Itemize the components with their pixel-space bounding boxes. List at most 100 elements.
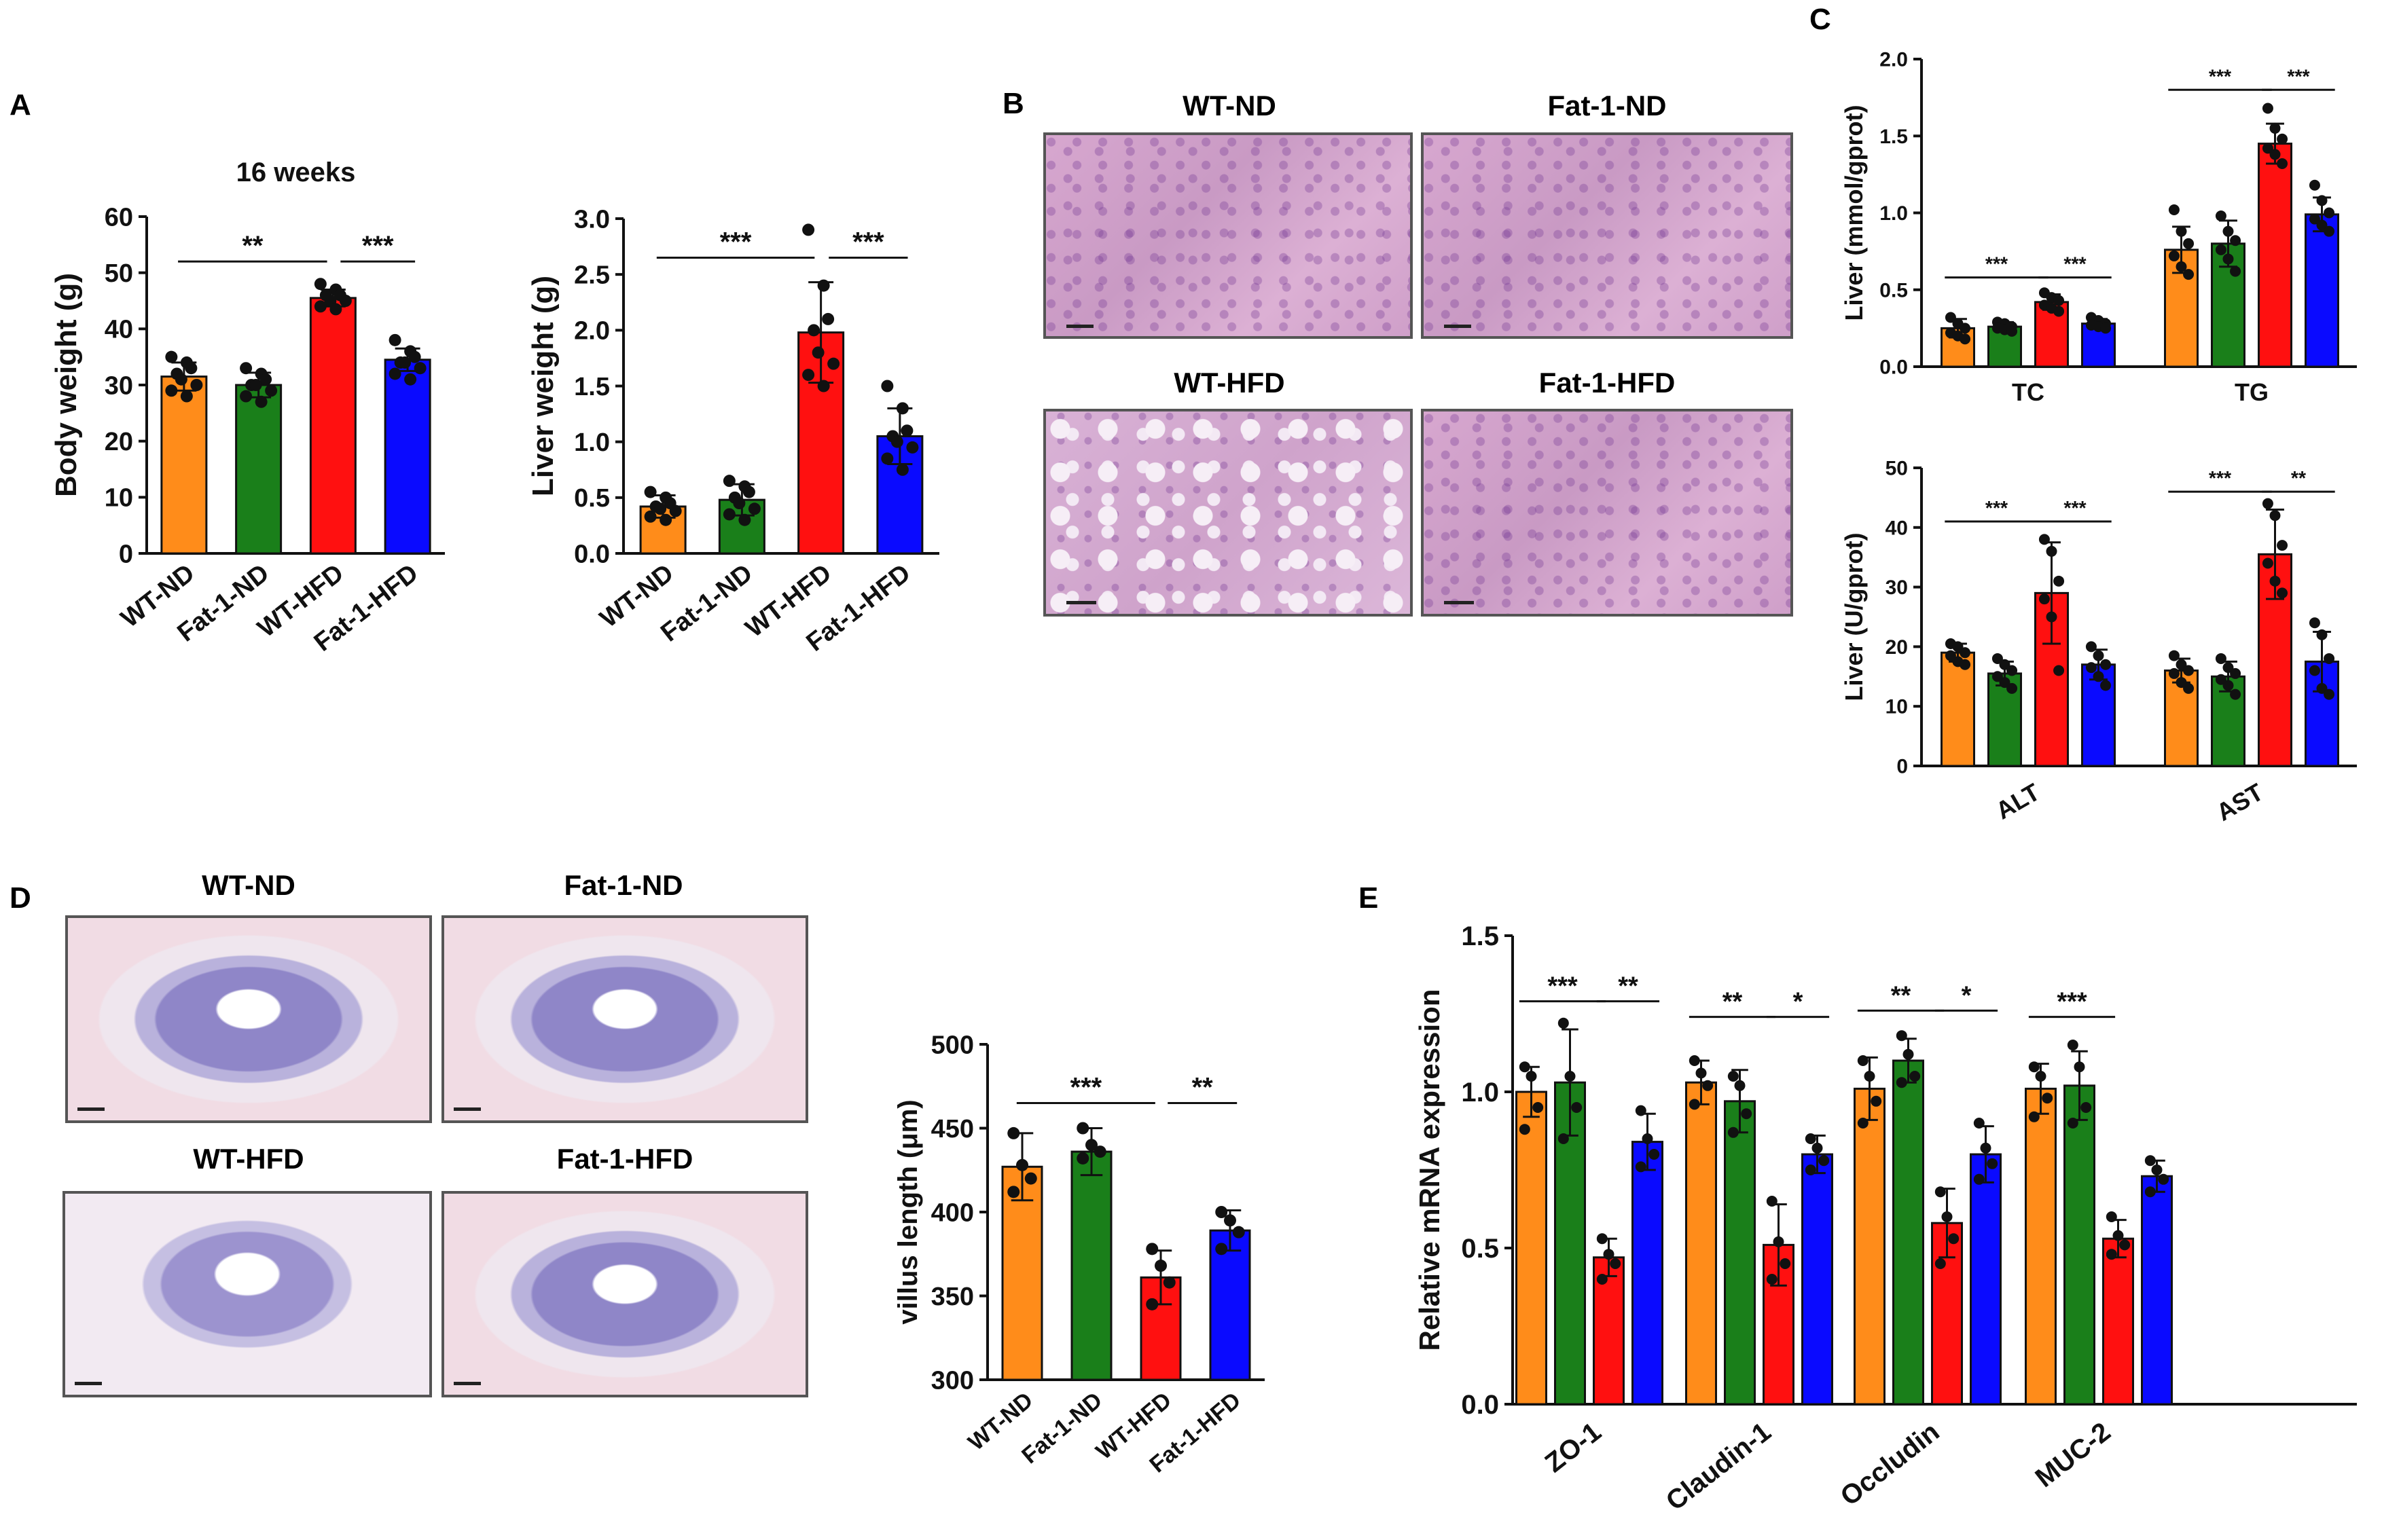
data-point bbox=[2035, 1071, 2046, 1082]
data-point bbox=[2100, 323, 2112, 334]
data-point bbox=[1952, 641, 1964, 653]
panel-letter-e: E bbox=[1358, 881, 1379, 915]
data-point bbox=[654, 502, 667, 515]
significance-label: *** bbox=[1985, 498, 2008, 519]
data-point bbox=[2309, 665, 2320, 676]
histology-label-fat1-hfd: Fat-1-HFD bbox=[1538, 367, 1676, 399]
y-tick-label: 40 bbox=[1885, 517, 1908, 539]
data-point bbox=[2316, 219, 2328, 231]
data-point bbox=[1215, 1206, 1228, 1218]
y-tick-label: 400 bbox=[931, 1198, 974, 1227]
data-point bbox=[1727, 1126, 1739, 1138]
y-tick-label: 2.0 bbox=[574, 317, 610, 346]
scale-bar bbox=[75, 1382, 102, 1385]
x-tick-label: ALT bbox=[1991, 777, 2044, 824]
y-tick-label: 1.0 bbox=[574, 428, 610, 457]
data-point bbox=[1857, 1118, 1869, 1129]
data-point bbox=[1960, 323, 1971, 334]
bar bbox=[235, 384, 283, 555]
data-point bbox=[2053, 665, 2065, 676]
data-point bbox=[2168, 650, 2180, 661]
data-point bbox=[2324, 689, 2335, 700]
data-point bbox=[2067, 1118, 2078, 1129]
y-tick-label: 1.0 bbox=[1879, 202, 1908, 225]
data-point bbox=[2085, 641, 2097, 653]
bar bbox=[1854, 1087, 1885, 1406]
data-point bbox=[2222, 662, 2234, 674]
x-tick-label: TG bbox=[2235, 378, 2269, 406]
data-point bbox=[1610, 1258, 1621, 1269]
data-point bbox=[190, 379, 203, 391]
data-point bbox=[2028, 1061, 2040, 1073]
data-point bbox=[1557, 1017, 1569, 1029]
data-point bbox=[742, 485, 755, 498]
data-point bbox=[812, 346, 825, 359]
x-tick-label: AST bbox=[2212, 777, 2268, 826]
data-point bbox=[2222, 253, 2234, 265]
data-point bbox=[723, 508, 736, 521]
data-point bbox=[896, 402, 909, 415]
data-point bbox=[1902, 1048, 1914, 1060]
significance-label: *** bbox=[720, 227, 752, 257]
x-tick-label: MUC-2 bbox=[2030, 1416, 2116, 1493]
data-point bbox=[165, 384, 178, 397]
data-point bbox=[2316, 195, 2328, 206]
data-point bbox=[896, 463, 909, 476]
data-point bbox=[180, 390, 193, 403]
data-point bbox=[1532, 1102, 1544, 1113]
data-point bbox=[2230, 689, 2241, 700]
data-point bbox=[329, 303, 342, 316]
data-point bbox=[259, 373, 272, 386]
data-point bbox=[1146, 1298, 1159, 1310]
data-point bbox=[2176, 261, 2187, 272]
data-point bbox=[1215, 1243, 1228, 1255]
data-point bbox=[881, 452, 894, 465]
bar bbox=[1970, 1153, 2002, 1406]
histology-label-wt-nd: WT-ND bbox=[1183, 90, 1276, 122]
data-point bbox=[1077, 1122, 1089, 1135]
data-point bbox=[1896, 1030, 1907, 1042]
significance-label: *** bbox=[1547, 972, 1578, 1001]
data-point bbox=[389, 367, 401, 380]
data-point bbox=[1163, 1276, 1176, 1289]
data-point bbox=[2309, 617, 2320, 629]
data-point bbox=[2006, 325, 2018, 337]
data-point bbox=[2053, 575, 2065, 587]
y-tick-label: 0.0 bbox=[1461, 1390, 1499, 1420]
data-point bbox=[1689, 1099, 1700, 1110]
data-point bbox=[1948, 1233, 1960, 1245]
data-point bbox=[1857, 1055, 1869, 1066]
y-tick-label: 1.5 bbox=[574, 373, 610, 401]
bar bbox=[2258, 143, 2292, 368]
data-point bbox=[802, 223, 815, 236]
data-point bbox=[2006, 682, 2018, 694]
bar bbox=[1001, 1165, 1043, 1381]
significance-label: * bbox=[1793, 988, 1803, 1016]
colon-label-wt-hfd: WT-HFD bbox=[193, 1143, 304, 1175]
data-point bbox=[1741, 1108, 1752, 1120]
data-point bbox=[2119, 1239, 2131, 1251]
data-point bbox=[1987, 1158, 1998, 1169]
scale-bar bbox=[1066, 601, 1096, 604]
data-point bbox=[644, 510, 657, 523]
data-point bbox=[1564, 1071, 1576, 1082]
data-point bbox=[2262, 143, 2273, 154]
scale-bar bbox=[454, 1107, 481, 1111]
y-tick-label: 0.0 bbox=[1879, 356, 1908, 379]
data-point bbox=[1596, 1274, 1608, 1285]
data-point bbox=[2183, 269, 2195, 280]
colon-histology-wt-hfd bbox=[62, 1191, 432, 1397]
data-point bbox=[185, 362, 198, 375]
data-point bbox=[265, 384, 278, 397]
y-tick-label: 20 bbox=[1885, 636, 1908, 659]
data-point bbox=[1146, 1243, 1159, 1255]
data-point bbox=[1909, 1071, 1921, 1082]
data-point bbox=[2176, 659, 2187, 670]
significance-label: *** bbox=[852, 227, 884, 257]
y-tick-label: 300 bbox=[931, 1366, 974, 1395]
data-point bbox=[2324, 225, 2335, 237]
data-point bbox=[644, 485, 657, 498]
data-point bbox=[1945, 312, 1956, 323]
histology-label-fat1-nd: Fat-1-ND bbox=[1547, 90, 1667, 122]
bar bbox=[2305, 213, 2339, 368]
